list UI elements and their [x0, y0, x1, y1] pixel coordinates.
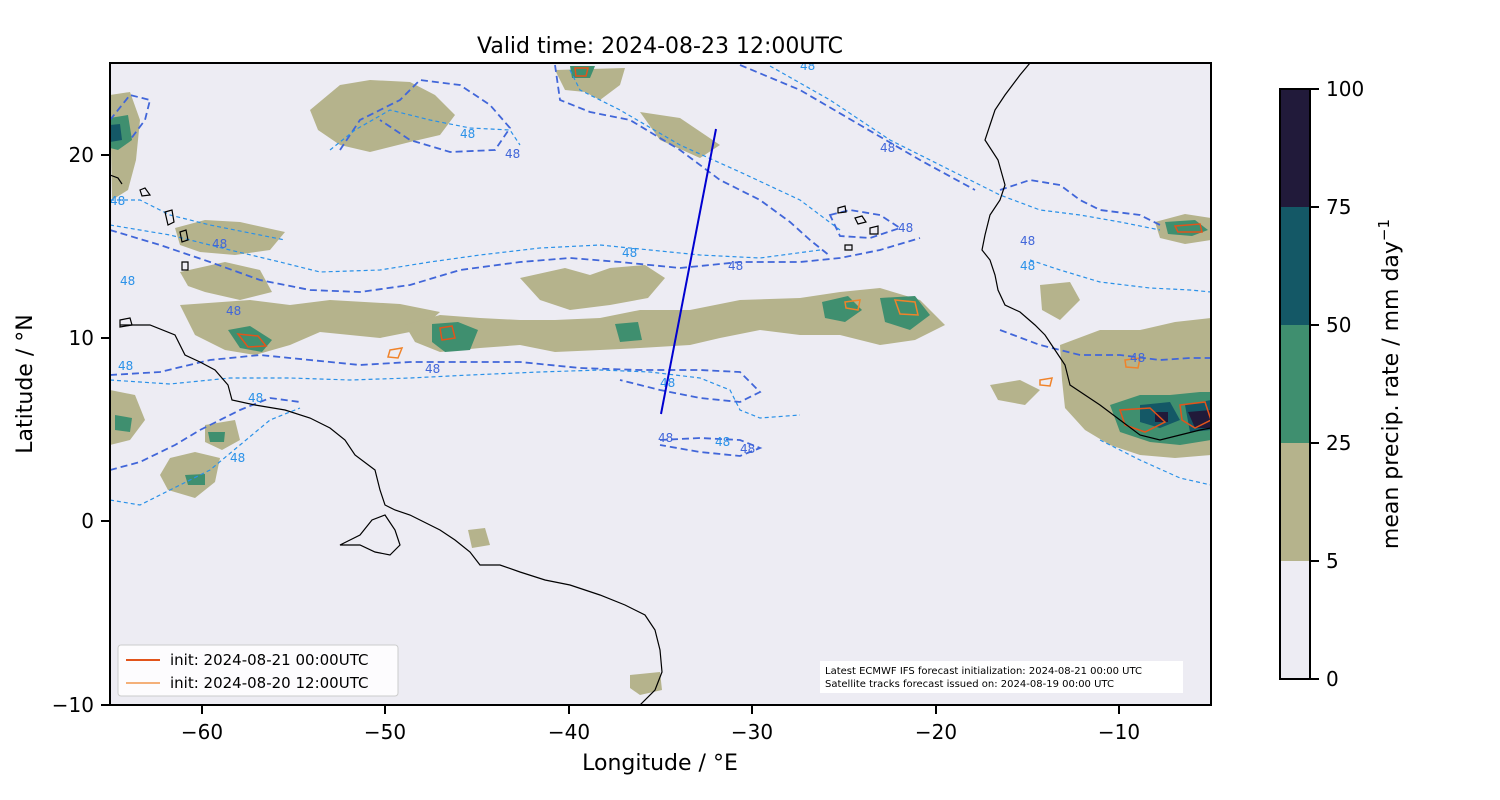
satellite-track — [660, 128, 717, 415]
contour-label: 48 — [800, 59, 815, 73]
colorbar-tick-label: 25 — [1326, 431, 1351, 455]
y-tick-label: 0 — [81, 509, 94, 533]
x-axis: −60 −50 −40 −30 −20 −10 Longitude / °E — [181, 705, 1140, 776]
y-tick-label: −10 — [52, 693, 94, 717]
map-plot-area[interactable]: 48 48 48 48 48 48 48 48 48 48 48 48 48 4… — [110, 59, 1211, 705]
legend: init: 2024-08-21 00:00UTC init: 2024-08-… — [117, 644, 399, 697]
colorbar-tick-label: 5 — [1326, 549, 1339, 573]
colorbar-tick-label: 0 — [1326, 667, 1339, 691]
contour-label: 48 — [248, 391, 263, 405]
x-tick-label: −50 — [364, 720, 406, 744]
x-tick-label: −30 — [731, 720, 773, 744]
x-tick-label: −40 — [548, 720, 590, 744]
x-axis-title: Longitude / °E — [582, 751, 738, 776]
contour-labels: 48 48 48 48 48 48 48 48 48 48 48 48 48 4… — [110, 59, 1145, 465]
x-tick-label: −10 — [1098, 720, 1140, 744]
colorbar-bin-4 — [1280, 89, 1310, 207]
contour-label: 48 — [226, 304, 241, 318]
contour-label: 48 — [118, 359, 133, 373]
contour-label: 48 — [425, 362, 440, 376]
colorbar-tick-label: 75 — [1326, 195, 1351, 219]
contour-label: 48 — [1020, 234, 1035, 248]
contour-label: 48 — [460, 127, 475, 141]
x-tick-label: −60 — [181, 720, 223, 744]
colorbar-bin-2 — [1280, 325, 1310, 443]
x-tick-label: −20 — [915, 720, 957, 744]
forecast-contours — [236, 67, 1211, 433]
contour-label: 48 — [658, 431, 673, 445]
contour-label: 48 — [1020, 259, 1035, 273]
contour-label: 48 — [120, 274, 135, 288]
colorbar-bin-0 — [1280, 561, 1310, 679]
y-tick-label: 10 — [69, 326, 94, 350]
contour-label: 48 — [622, 246, 637, 260]
contour-label: 48 — [212, 237, 227, 251]
contour-label: 48 — [728, 259, 743, 273]
contour-label: 48 — [505, 147, 520, 161]
y-tick-label: 20 — [69, 143, 94, 167]
iwv-contours-dark — [110, 64, 1211, 471]
contour-label: 48 — [898, 221, 913, 235]
colorbar-bin-1 — [1280, 443, 1310, 561]
plot-title: Valid time: 2024-08-23 12:00UTC — [477, 34, 843, 59]
contour-label: 48 — [715, 435, 730, 449]
note-line-2: Satellite tracks forecast issued on: 202… — [825, 679, 1114, 690]
y-axis: 20 10 0 −10 Latitude / °N — [13, 143, 110, 717]
legend-label-2: init: 2024-08-20 12:00UTC — [170, 674, 368, 692]
colorbar-tick-label: 50 — [1326, 313, 1351, 337]
contour-label: 48 — [230, 451, 245, 465]
colorbar-title-superscript: −1 — [1375, 219, 1393, 241]
colorbar-title: mean precip. rate / mm day−1 — [1375, 219, 1404, 549]
contour-label: 48 — [880, 141, 895, 155]
colorbar: 0 5 25 50 75 100 mean precip. rate / mm … — [1279, 77, 1404, 691]
coastlines — [110, 63, 1211, 705]
colorbar-frame — [1279, 88, 1311, 680]
legend-label-1: init: 2024-08-21 00:00UTC — [170, 651, 368, 669]
info-note: Latest ECMWF IFS forecast initialization… — [820, 661, 1183, 693]
contour-label: 48 — [740, 442, 755, 456]
colorbar-tick-label: 100 — [1326, 77, 1364, 101]
contour-label: 48 — [1130, 351, 1145, 365]
y-axis-title: Latitude / °N — [13, 314, 38, 453]
contour-label: 48 — [110, 194, 125, 208]
precip-regions — [110, 68, 1211, 695]
map-frame — [109, 62, 1212, 706]
colorbar-bin-3 — [1280, 207, 1310, 325]
colorbar-title-main: mean precip. rate / mm day — [1379, 241, 1404, 549]
note-line-1: Latest ECMWF IFS forecast initialization… — [825, 666, 1142, 677]
